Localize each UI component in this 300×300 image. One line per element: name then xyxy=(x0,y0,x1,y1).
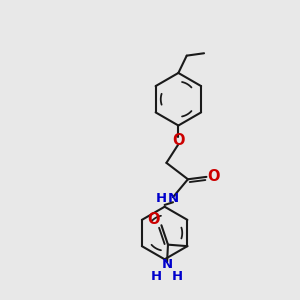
Text: H: H xyxy=(171,270,182,284)
Text: N: N xyxy=(167,192,178,205)
Text: O: O xyxy=(172,133,184,148)
Text: H: H xyxy=(151,270,162,284)
Text: O: O xyxy=(208,169,220,184)
Text: O: O xyxy=(148,212,160,227)
Text: N: N xyxy=(161,259,172,272)
Text: H: H xyxy=(156,192,167,205)
